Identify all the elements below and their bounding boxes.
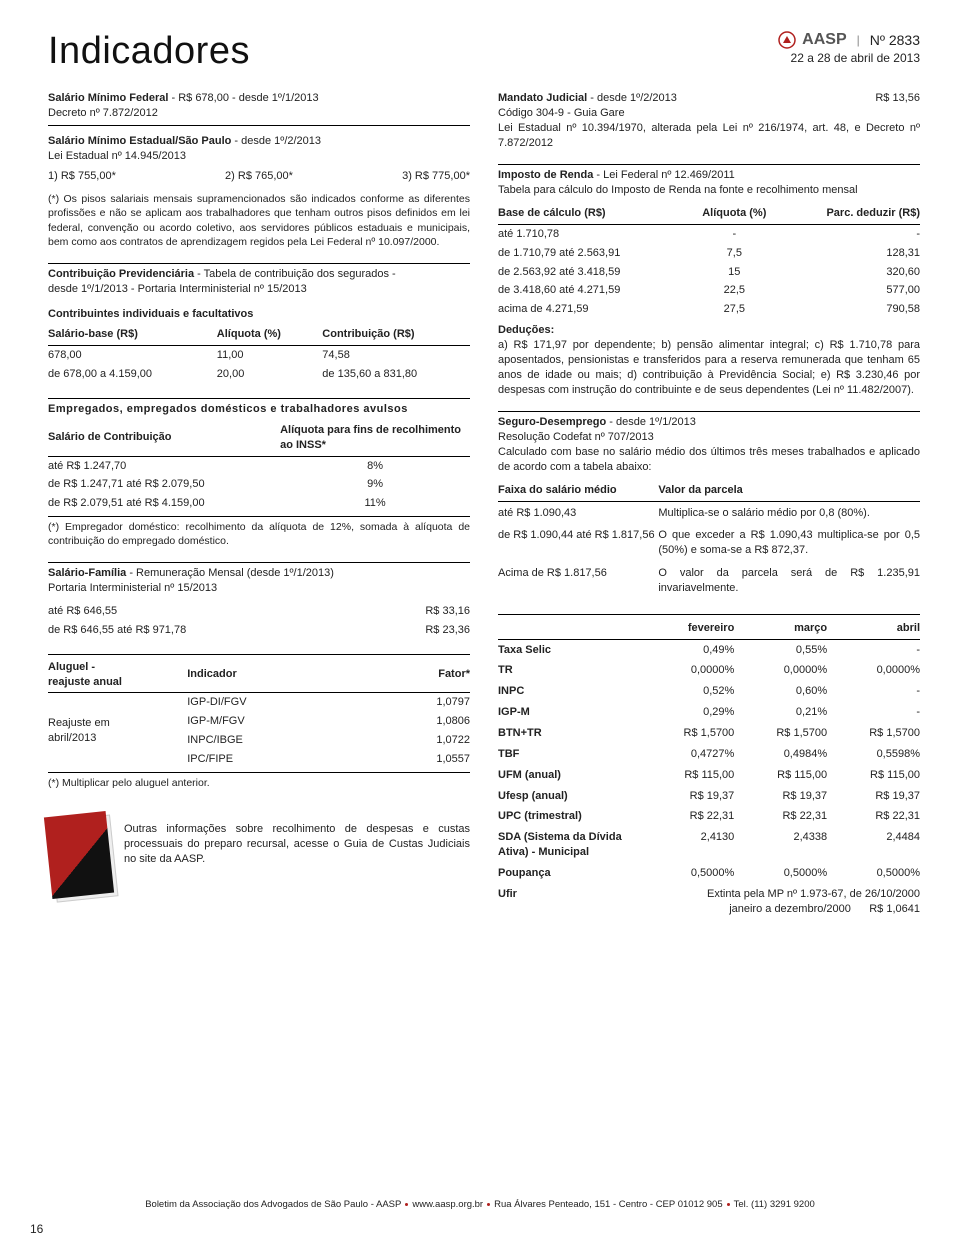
index-row: UPC (trimestral)R$ 22,31R$ 22,31R$ 22,31 <box>498 806 920 827</box>
mandato-value: - desde 1º/2/2013 <box>587 92 677 104</box>
seguro-value: - desde 1º/1/2013 <box>606 416 696 428</box>
salfam-table: até R$ 646,55R$ 33,16 de R$ 646,55 até R… <box>48 602 470 640</box>
contribprev-value: - Tabela de contribuição dos segurados - <box>194 268 396 280</box>
issue-number: Nº 2833 <box>870 31 920 49</box>
salfam-sub: Portaria Interministerial nº 15/2013 <box>48 581 470 596</box>
ufir-b: janeiro a dezembro/2000 <box>729 903 851 915</box>
salfam-label: Salário-Família <box>48 567 126 579</box>
seguro-label: Seguro-Desemprego <box>498 416 606 428</box>
mandato-label: Mandato Judicial <box>498 92 587 104</box>
salmin-fed-value: - R$ 678,00 - desde 1º/1/2013 <box>168 92 318 104</box>
salmin-est-law: Lei Estadual nº 14.945/2013 <box>48 149 470 164</box>
ir-value: - Lei Federal nº 12.469/2011 <box>593 169 734 181</box>
pisos-note: (*) Os pisos salariais mensais supramenc… <box>48 192 470 249</box>
page-title: Indicadores <box>48 30 250 73</box>
contribind-title: Contribuintes individuais e facultativos <box>48 307 470 322</box>
index-row: IGP-M0,29%0,21%- <box>498 702 920 723</box>
date-range: 22 a 28 de abril de 2013 <box>778 51 920 67</box>
footer: Boletim da Associação dos Advogados de S… <box>0 1199 960 1210</box>
salmin-fed-decree: Decreto nº 7.872/2012 <box>48 106 470 121</box>
index-row: INPC0,52%0,60%- <box>498 681 920 702</box>
index-row: Ufesp (anual)R$ 19,37R$ 19,37R$ 19,37 <box>498 786 920 807</box>
ir-ded-text: a) R$ 171,97 por dependente; b) pensão a… <box>498 338 920 397</box>
seguro-table: Faixa do salário médioValor da parcela a… <box>498 481 920 600</box>
ir-ded-title: Deduções: <box>498 323 920 338</box>
ufir-a: Extinta pela MP nº 1.973-67, de 26/10/20… <box>641 887 920 902</box>
mandato-l2: Código 304-9 - Guia Gare <box>498 106 920 121</box>
ir-table: Base de cálculo (R$) Alíquota (%) Parc. … <box>498 204 920 319</box>
piso-3: 3) R$ 775,00* <box>402 169 470 184</box>
index-row: TR0,0000%0,0000%0,0000% <box>498 660 920 681</box>
index-row: BTN+TRR$ 1,5700R$ 1,5700R$ 1,5700 <box>498 723 920 744</box>
guide-book-icon <box>44 811 114 899</box>
seguro-l3: Calculado com base no salário médio dos … <box>498 445 920 475</box>
mandato-amount: R$ 13,56 <box>875 91 920 106</box>
salmin-est-value: - desde 1º/2/2013 <box>231 135 321 147</box>
empregados-note: (*) Empregador doméstico: recolhimento d… <box>48 520 470 548</box>
piso-2: 2) R$ 765,00* <box>225 169 293 184</box>
index-row: TBF0,4727%0,4984%0,5598% <box>498 744 920 765</box>
brand-icon <box>778 31 796 49</box>
ir-sub: Tabela para cálculo do Imposto de Renda … <box>498 183 920 198</box>
aluguel-table: Aluguel -reajuste anual Indicador Fator*… <box>48 658 470 769</box>
salmin-fed-label: Salário Mínimo Federal <box>48 92 168 104</box>
salfam-value: - Remuneração Mensal (desde 1º/1/2013) <box>126 567 334 579</box>
brand-name: AASP <box>802 30 846 51</box>
seguro-l2: Resolução Codefat nº 707/2013 <box>498 430 920 445</box>
salmin-est-label: Salário Mínimo Estadual/São Paulo <box>48 135 231 147</box>
index-row: Poupança0,5000%0,5000%0,5000% <box>498 863 920 884</box>
contribprev-label: Contribuição Previdenciária <box>48 268 194 280</box>
brand-block: AASP | Nº 2833 22 a 28 de abril de 2013 <box>778 30 920 66</box>
index-row: Taxa Selic0,49%0,55%- <box>498 639 920 660</box>
mandato-l3: Lei Estadual nº 10.394/1970, alterada pe… <box>498 121 920 151</box>
outras-text: Outras informações sobre recolhimento de… <box>124 814 470 867</box>
ufir-c: R$ 1,0641 <box>869 903 920 915</box>
index-table: fevereiromarçoabril Taxa Selic0,49%0,55%… <box>498 618 920 920</box>
aluguel-note: (*) Multiplicar pelo aluguel anterior. <box>48 776 470 790</box>
ir-label: Imposto de Renda <box>498 169 593 181</box>
empregados-title: Empregados, empregados domésticos e trab… <box>48 402 470 417</box>
index-row: SDA (Sistema da Dívida Ativa) - Municipa… <box>498 827 920 863</box>
empregados-table: Salário de Contribuição Alíquota para fi… <box>48 421 470 513</box>
piso-1: 1) R$ 755,00* <box>48 169 116 184</box>
contribind-table: Salário-base (R$) Alíquota (%) Contribui… <box>48 325 470 384</box>
contribprev-sub: desde 1º/1/2013 - Portaria Interminister… <box>48 282 470 297</box>
page-number: 16 <box>30 1222 43 1236</box>
index-row: UFM (anual)R$ 115,00R$ 115,00R$ 115,00 <box>498 765 920 786</box>
